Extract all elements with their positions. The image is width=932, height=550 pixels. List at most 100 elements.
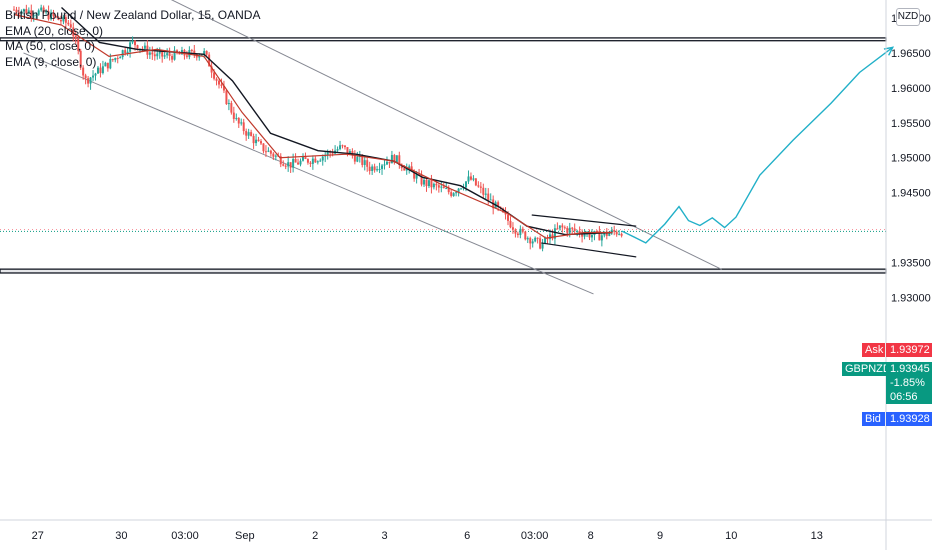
candle-body	[143, 45, 146, 49]
indicator-ma-50[interactable]: MA (50, close, 0)	[5, 39, 96, 53]
ema-20-line[interactable]	[13, 13, 613, 239]
indicator-ema-9[interactable]: EMA (9, close, 0)	[5, 54, 97, 69]
candle-body	[539, 238, 542, 249]
candle-body	[235, 117, 238, 119]
candle-body	[69, 24, 72, 28]
candle-body	[442, 186, 445, 189]
candle-body	[507, 214, 509, 221]
candle-body	[363, 160, 366, 165]
candle-body	[109, 58, 112, 69]
candle-63	[168, 47, 171, 61]
candle-body	[208, 54, 211, 67]
candle-body	[262, 143, 265, 152]
candle-72	[190, 48, 193, 53]
candle-body	[423, 179, 426, 185]
channel-upper-line[interactable]	[166, 0, 722, 270]
candle-105	[272, 152, 275, 160]
candle-240	[605, 228, 608, 240]
candle-64	[171, 53, 174, 63]
candle-48	[131, 36, 134, 45]
candle-108	[279, 153, 282, 168]
candle-body	[316, 161, 319, 163]
candle-body	[393, 155, 396, 163]
candle-73	[193, 44, 196, 59]
candle-body	[205, 50, 208, 55]
candle-body	[430, 180, 433, 188]
candle-114	[294, 153, 297, 163]
candle-body	[272, 153, 275, 157]
x-tick-label: 9	[657, 530, 663, 542]
candle-173	[440, 181, 443, 193]
candle-body	[376, 169, 379, 171]
candle-body	[237, 117, 240, 124]
candle-116	[299, 158, 302, 167]
candle-body	[119, 57, 122, 59]
candle-body	[22, 9, 25, 12]
candle-214	[541, 239, 544, 252]
candle-body	[450, 192, 453, 196]
channel-lower-line[interactable]	[23, 52, 594, 295]
candle-94	[245, 128, 248, 141]
candle-222	[561, 223, 564, 233]
candle-body	[455, 192, 458, 194]
candle-body	[326, 151, 329, 155]
y-tick-label: 1.96000	[891, 83, 931, 95]
x-tick-label: 6	[464, 530, 470, 542]
candle-150	[383, 159, 386, 170]
candle-body	[556, 228, 559, 230]
bid-value: 1.93928	[886, 412, 932, 426]
candle-65	[173, 46, 176, 61]
candle-body	[351, 151, 354, 156]
candle-body	[371, 166, 374, 172]
candle-body	[106, 62, 109, 69]
candle-body	[282, 164, 285, 166]
candle-87	[227, 99, 230, 111]
wedge-lower-line[interactable]	[541, 242, 637, 258]
candle-body	[306, 159, 309, 163]
support-zone[interactable]	[0, 268, 887, 274]
candle-body	[89, 77, 92, 84]
candle-body	[341, 145, 344, 147]
candle-body	[267, 150, 270, 152]
candle-body	[230, 103, 233, 113]
candle-209	[529, 236, 532, 250]
candle-body	[59, 19, 62, 22]
forecast-path[interactable]	[621, 46, 894, 244]
indicator-ema-20[interactable]: EMA (20, close, 0)	[5, 23, 104, 38]
candle-body	[156, 53, 159, 57]
candle-109	[282, 160, 285, 167]
wedge-upper-line[interactable]	[531, 214, 637, 227]
candle-body	[536, 237, 539, 239]
candle-125	[321, 154, 324, 166]
candle-body	[618, 233, 621, 235]
candle-144	[368, 161, 371, 175]
candle-body	[526, 238, 529, 240]
candle-3	[20, 9, 23, 20]
candle-body	[309, 162, 312, 164]
candle-body	[395, 155, 398, 163]
candle-57	[153, 51, 156, 61]
candle-110	[284, 163, 287, 170]
candle-92	[240, 118, 243, 126]
candle-97	[252, 133, 255, 149]
candle-body	[405, 168, 408, 171]
candle-210	[531, 238, 534, 248]
candle-body	[388, 161, 391, 164]
candle-body	[477, 185, 480, 187]
candle-body	[25, 9, 28, 14]
candle-body	[101, 66, 104, 74]
candle-216	[546, 234, 549, 245]
current-price-value: 1.93945	[886, 362, 932, 376]
candle-body	[548, 234, 551, 240]
candle-body	[57, 16, 60, 20]
candle-112	[289, 162, 292, 173]
candle-100	[260, 138, 262, 145]
candle-238	[600, 233, 603, 247]
candle-body	[511, 227, 514, 230]
candle-84	[220, 78, 223, 89]
candle-56	[151, 46, 154, 60]
candle-86	[225, 89, 228, 105]
symbol-label: GBPNZD	[842, 362, 891, 376]
currency-button[interactable]: NZD	[896, 8, 920, 26]
